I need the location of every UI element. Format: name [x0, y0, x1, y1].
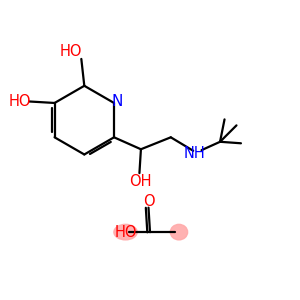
Ellipse shape: [114, 224, 137, 240]
Text: N: N: [112, 94, 123, 109]
Text: NH: NH: [184, 146, 206, 160]
Text: HO: HO: [114, 225, 137, 240]
Text: O: O: [143, 194, 154, 208]
Text: HO: HO: [60, 44, 82, 59]
Text: HO: HO: [9, 94, 32, 109]
Text: OH: OH: [129, 174, 152, 189]
Ellipse shape: [170, 224, 188, 240]
